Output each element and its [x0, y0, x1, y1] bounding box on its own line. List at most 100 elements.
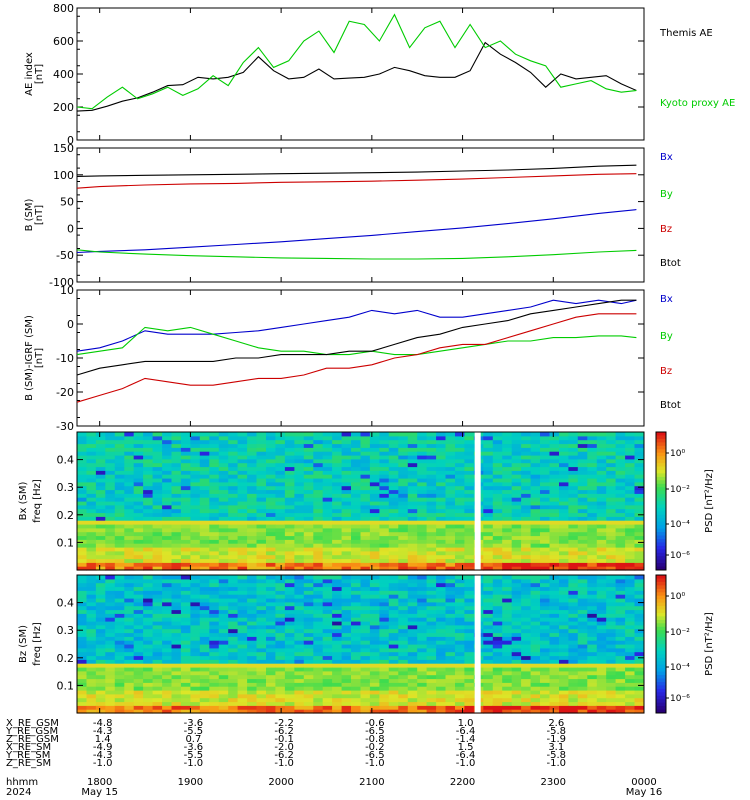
spectrogram-cell: [483, 451, 494, 456]
spectrogram-cell: [266, 474, 276, 479]
spectrogram-cell: [247, 474, 258, 479]
spectrogram-cell: [162, 527, 173, 533]
spectrogram-cell: [398, 508, 409, 514]
spectrogram-cell: [549, 455, 560, 460]
spectrogram-cell: [388, 697, 399, 703]
spectrogram-cell: [388, 501, 399, 506]
spectrogram-cell: [294, 613, 305, 618]
spectrogram-cell: [615, 562, 626, 567]
colorbar-cell: [656, 480, 666, 485]
spectrogram-cell: [436, 598, 447, 603]
spectrogram-cell: [483, 508, 494, 514]
spectrogram-cell: [559, 644, 569, 649]
spectrogram-cell: [218, 655, 229, 660]
spectrogram-cell: [625, 647, 636, 653]
spectrogram-cell: [332, 594, 343, 599]
spectrogram-cell: [483, 504, 494, 510]
spectrogram-cell: [464, 640, 475, 645]
spectrogram-cell: [634, 520, 645, 525]
spectrogram-cell: [351, 617, 361, 622]
spectrogram-cell: [407, 590, 418, 595]
spectrogram-cell: [521, 462, 532, 468]
spectrogram-cell: [162, 663, 173, 668]
spectrogram-cell: [294, 651, 305, 657]
spectrogram-cell: [634, 663, 645, 668]
spectrogram-cell: [341, 512, 352, 517]
spectrogram-cell: [266, 690, 276, 695]
spectrogram-cell: [275, 651, 286, 657]
spectrogram-cell: [417, 474, 428, 479]
spectrogram-cell: [511, 697, 522, 703]
spectrogram-cell: [379, 485, 390, 491]
spectrogram-cell: [313, 575, 324, 580]
spectrogram-cell: [625, 598, 636, 603]
spectrogram-cell: [426, 562, 437, 567]
spectrogram-cell: [266, 628, 276, 634]
spectrogram-cell: [426, 458, 437, 464]
spectrogram-cell: [294, 508, 305, 514]
spectrogram-cell: [634, 609, 645, 614]
spectrogram-cell: [209, 705, 220, 710]
spectrogram-cell: [407, 516, 418, 521]
spectrogram-cell: [228, 462, 239, 468]
spectrogram-cell: [190, 678, 201, 683]
spectrogram-cell: [445, 582, 456, 588]
spectrogram-cell: [256, 493, 267, 498]
spectrogram-cell: [464, 558, 475, 563]
spectrogram-cell: [369, 470, 380, 475]
spectrogram-cell: [568, 493, 579, 498]
spectrogram-cell: [162, 504, 173, 510]
spectrogram-cell: [398, 439, 409, 445]
spectrogram-cell: [530, 516, 541, 521]
spectrogram-cell: [86, 558, 97, 563]
spectrogram-cell: [322, 663, 333, 668]
spectrogram-cell: [341, 628, 352, 634]
spectrogram-cell: [455, 655, 465, 660]
spectrogram-cell: [105, 489, 116, 494]
spectrogram-cell: [587, 474, 598, 479]
spectrogram-cell: [483, 659, 494, 664]
spectrogram-cell: [388, 598, 399, 603]
spectrogram-cell: [171, 613, 182, 618]
spectrogram-cell: [398, 501, 409, 506]
spectrogram-cell: [332, 435, 343, 441]
spectrogram-cell: [303, 636, 314, 641]
spectrogram-cell: [568, 451, 579, 456]
spectrogram-cell: [209, 667, 220, 672]
spectrogram-cell: [77, 647, 87, 653]
spectrogram-cell: [615, 586, 626, 591]
spectrogram-cell: [228, 470, 239, 475]
spectrogram-cell: [379, 624, 390, 630]
spectrogram-cell: [521, 489, 532, 494]
spectrogram-cell: [379, 466, 390, 471]
spectrogram-cell: [303, 586, 314, 591]
spectrogram-cell: [124, 432, 135, 437]
spectrogram-cell: [152, 674, 163, 680]
spectrogram-cell: [190, 455, 201, 460]
spectrogram-cell: [190, 578, 201, 584]
spectrogram-cell: [351, 670, 361, 676]
colorbar-cell: [656, 528, 666, 533]
spectrogram-cell: [256, 478, 267, 483]
spectrogram-cell: [511, 443, 522, 448]
spectrogram-cell: [143, 501, 154, 506]
spectrogram-cell: [388, 439, 399, 445]
spectrogram-cell: [426, 690, 437, 695]
spectrogram-cell: [275, 632, 286, 637]
y-tick-label: 600: [53, 35, 74, 48]
spectrogram-cell: [247, 535, 258, 540]
spectrogram-cell: [95, 598, 106, 603]
spectrogram-cell: [256, 598, 267, 603]
spectrogram-cell: [105, 543, 116, 548]
spectrogram-cell: [577, 462, 588, 468]
spectrogram-cell: [530, 582, 541, 588]
spectrogram-cell: [606, 558, 617, 563]
spectrogram-cell: [455, 470, 465, 475]
spectrogram-cell: [625, 590, 636, 595]
spectrogram-cell: [615, 527, 626, 533]
spectrogram-cell: [105, 686, 116, 691]
spectrogram-cell: [502, 594, 513, 599]
spectrogram-cell: [559, 701, 569, 706]
spectrogram-cell: [152, 613, 163, 618]
spectrogram-cell: [313, 497, 324, 502]
